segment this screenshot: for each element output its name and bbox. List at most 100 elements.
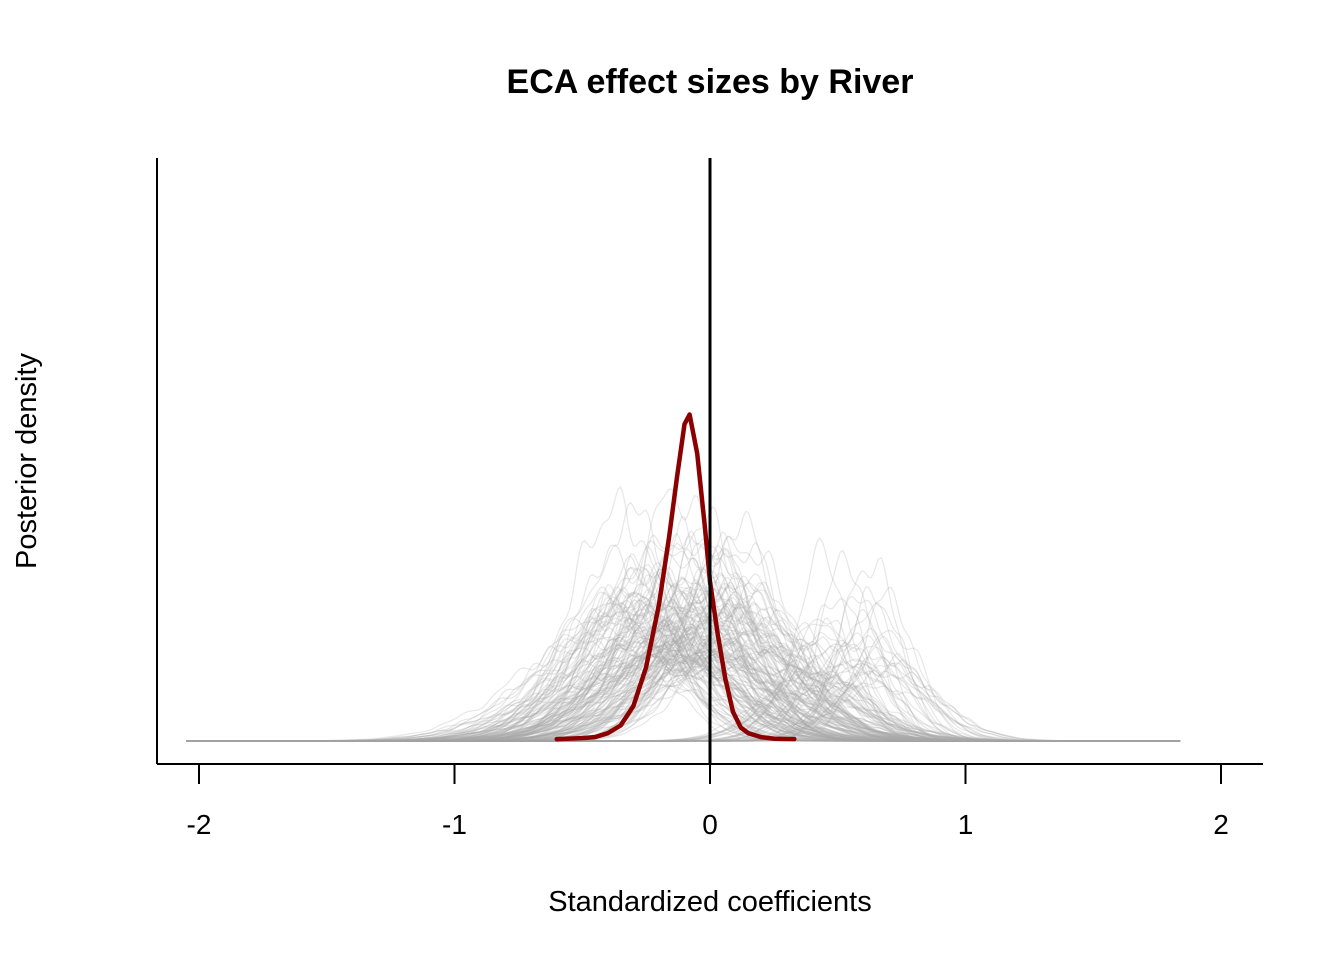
posterior-draw-curve (186, 628, 1181, 742)
posterior-draw-curve (186, 660, 1181, 742)
posterior-draw-curve (186, 648, 1181, 742)
posterior-draw-curve (186, 639, 1181, 742)
posterior-draw-curve (186, 582, 1181, 742)
posterior-draw-curve (186, 631, 1181, 742)
posterior-draw-curve (186, 626, 1181, 742)
posterior-draw-curve (186, 671, 1181, 742)
posterior-draw-curve (186, 638, 1181, 742)
posterior-draw-curve (186, 592, 1181, 742)
posterior-draw-curve (186, 639, 1181, 742)
posterior-draw-curve (186, 644, 1181, 742)
posterior-draw-curve (186, 605, 1181, 742)
posterior-draw-curve (186, 632, 1181, 742)
posterior-draw-curve (186, 626, 1181, 742)
posterior-draw-curve (186, 584, 1181, 742)
posterior-draw-curve (186, 601, 1181, 742)
posterior-draw-curve (186, 595, 1181, 742)
posterior-draw-curve (186, 550, 1181, 742)
posterior-draw-curve (186, 566, 1181, 742)
posterior-draw-curve (186, 663, 1181, 742)
posterior-draw-curve (186, 557, 1181, 742)
posterior-draw-curve (186, 623, 1181, 742)
posterior-draw-curve (186, 627, 1181, 742)
posterior-draw-curve (186, 663, 1181, 742)
posterior-draw-curve (186, 627, 1181, 742)
posterior-draw-curve (186, 510, 1181, 742)
posterior-draw-curves (186, 486, 1181, 742)
posterior-draw-curve (186, 592, 1181, 742)
posterior-draw-curve (186, 656, 1181, 742)
posterior-draw-curve (186, 635, 1181, 742)
posterior-draw-curve (186, 600, 1181, 742)
posterior-draw-curve (186, 603, 1181, 742)
posterior-draw-curve (186, 605, 1181, 742)
posterior-draw-curve (186, 670, 1181, 742)
posterior-draw-curve (186, 645, 1181, 742)
posterior-draw-curve (186, 546, 1181, 742)
posterior-draw-curve (186, 668, 1181, 742)
mean-curve-layer (554, 412, 797, 742)
x-tick-label: 0 (702, 809, 718, 840)
posterior-draw-curve (186, 618, 1181, 742)
posterior-draw-curve (186, 541, 1181, 742)
posterior-draw-curve (186, 665, 1181, 742)
posterior-draw-curve (186, 637, 1181, 742)
posterior-draw-curve (186, 584, 1181, 742)
posterior-draw-curve (186, 645, 1181, 742)
posterior-draw-curve (186, 586, 1181, 742)
posterior-draw-curve (186, 606, 1181, 742)
posterior-draw-curve (186, 650, 1181, 742)
posterior-draw-curve (186, 635, 1181, 742)
posterior-draw-curve (186, 542, 1181, 742)
posterior-draw-curve (186, 586, 1181, 742)
posterior-draw-curve (186, 652, 1181, 742)
posterior-draw-curve (186, 573, 1181, 742)
posterior-draw-curve (186, 599, 1181, 742)
posterior-draw-curve (186, 608, 1181, 742)
posterior-draw-curve (186, 616, 1181, 742)
posterior-draw-curve (186, 586, 1181, 742)
posterior-draw-curve (186, 627, 1181, 742)
posterior-draw-curve (186, 661, 1181, 742)
posterior-draw-curve (186, 581, 1181, 742)
posterior-draw-curve (186, 566, 1181, 742)
posterior-draw-curve (186, 606, 1181, 742)
posterior-draw-curve (186, 574, 1181, 742)
posterior-draw-curve (186, 604, 1181, 742)
posterior-draw-curve (186, 642, 1181, 742)
posterior-draw-curve (186, 552, 1181, 742)
posterior-draw-curve (186, 515, 1181, 742)
posterior-draw-curve (186, 676, 1181, 742)
posterior-draw-curve (186, 530, 1181, 742)
posterior-draw-curve (186, 591, 1181, 742)
posterior-draw-curve (186, 667, 1181, 742)
posterior-draw-curve (186, 588, 1181, 742)
posterior-draw-curve (186, 602, 1181, 742)
posterior-draw-curve (186, 636, 1181, 742)
posterior-draw-curve (186, 567, 1181, 742)
posterior-draw-curve (186, 669, 1181, 742)
posterior-draw-curve (186, 661, 1181, 742)
posterior-draw-curve (186, 596, 1181, 742)
posterior-draw-curve (186, 643, 1181, 742)
posterior-draw-curve (186, 582, 1181, 742)
x-tick-label: 2 (1213, 809, 1229, 840)
posterior-draw-curve (186, 488, 1181, 742)
posterior-draw-curve (186, 608, 1181, 742)
posterior-draw-curve (186, 602, 1181, 742)
posterior-draw-curve (186, 576, 1181, 742)
posterior-draw-curve (186, 567, 1181, 742)
posterior-draw-curve (186, 602, 1181, 742)
posterior-draw-curve (186, 642, 1181, 742)
posterior-draw-curve (186, 530, 1181, 742)
posterior-draw-curve (186, 555, 1181, 742)
posterior-draw-curve (186, 608, 1181, 742)
posterior-draw-curve (186, 535, 1181, 742)
posterior-draw-curve (186, 592, 1181, 742)
posterior-draw-curve (186, 598, 1181, 742)
posterior-draw-curve (186, 569, 1181, 742)
posterior-draw-curve (186, 623, 1181, 742)
posterior-draw-curve (186, 657, 1181, 742)
x-tick-label: -1 (442, 809, 467, 840)
